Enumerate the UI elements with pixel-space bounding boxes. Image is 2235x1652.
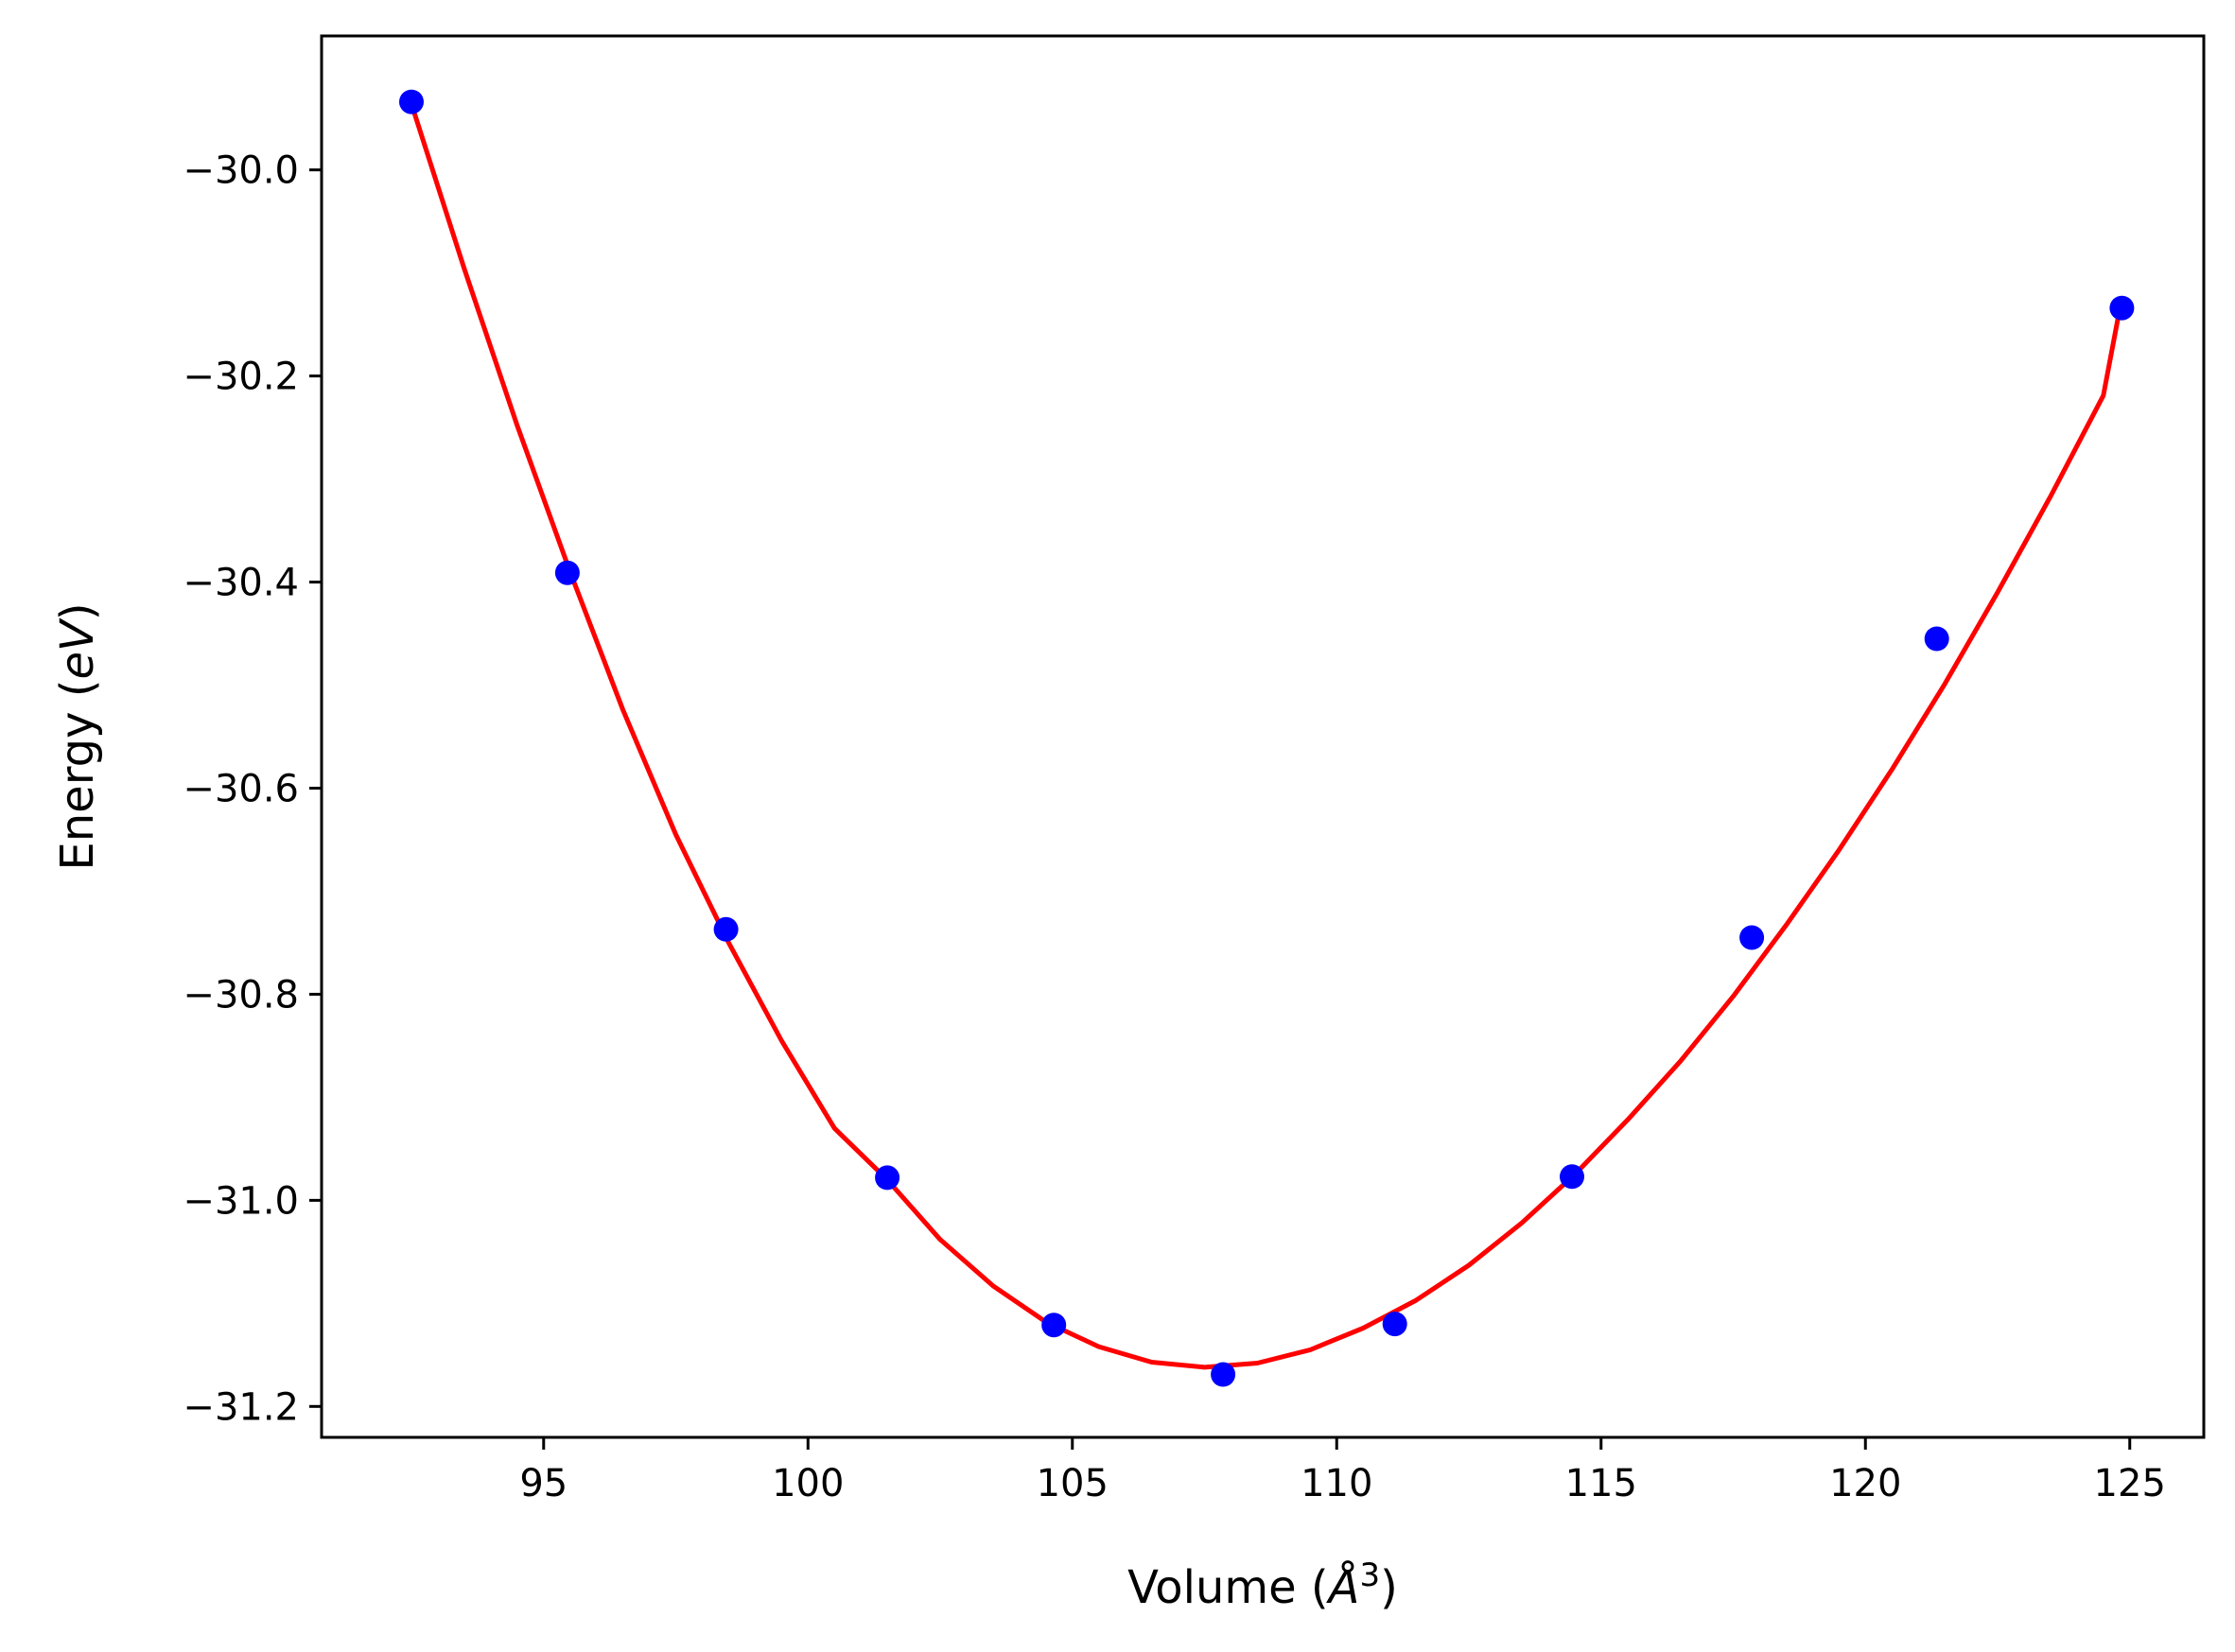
- y-axis-label-after: ): [51, 602, 104, 620]
- data-point: [1041, 1313, 1067, 1338]
- x-axis-ticks: 95 100 105 110 115 120 125: [519, 1437, 2166, 1505]
- y-axis-label-unit: eV: [51, 617, 104, 680]
- x-axis-label-exponent: 3: [1359, 1556, 1380, 1594]
- data-point: [1211, 1362, 1236, 1387]
- plot-area: [399, 89, 2135, 1387]
- y-tick-label: −30.2: [183, 356, 299, 399]
- data-point: [1560, 1164, 1584, 1190]
- x-axis-label: Volume (Å3): [1127, 1556, 1398, 1614]
- y-tick-label: −31.0: [183, 1179, 299, 1223]
- x-tick-label: 100: [772, 1462, 844, 1505]
- y-tick-label: −30.4: [183, 562, 299, 605]
- x-tick-label: 115: [1565, 1462, 1637, 1505]
- y-axis-label: Energy (eV): [51, 602, 104, 870]
- fit-curve-line: [409, 103, 2124, 1370]
- data-point: [2109, 295, 2135, 321]
- data-point: [875, 1165, 900, 1191]
- x-tick-label: 95: [519, 1462, 567, 1505]
- x-axis-label-before: Volume (: [1127, 1561, 1329, 1614]
- data-point: [1924, 626, 1949, 652]
- data-point: [554, 560, 580, 585]
- data-point: [399, 89, 424, 114]
- data-point: [713, 916, 739, 942]
- x-tick-label: 105: [1037, 1462, 1109, 1505]
- y-axis-ticks: −30.0 −30.2 −30.4 −30.6 −30.8 −31.0 −31.2: [183, 149, 322, 1429]
- x-axis-label-unit: Å: [1326, 1560, 1360, 1614]
- y-tick-label: −31.2: [183, 1385, 299, 1429]
- data-point: [1739, 925, 1765, 950]
- x-tick-label: 110: [1301, 1462, 1372, 1505]
- x-tick-label: 125: [2094, 1462, 2166, 1505]
- y-axis-label-before: Energy (: [51, 680, 104, 871]
- y-tick-label: −30.6: [183, 767, 299, 810]
- data-point: [1382, 1312, 1407, 1337]
- y-tick-label: −30.8: [183, 973, 299, 1017]
- x-tick-label: 120: [1829, 1462, 1901, 1505]
- y-tick-label: −30.0: [183, 149, 299, 193]
- x-axis-label-after: ): [1380, 1561, 1398, 1614]
- axes-frame: [320, 34, 2206, 1439]
